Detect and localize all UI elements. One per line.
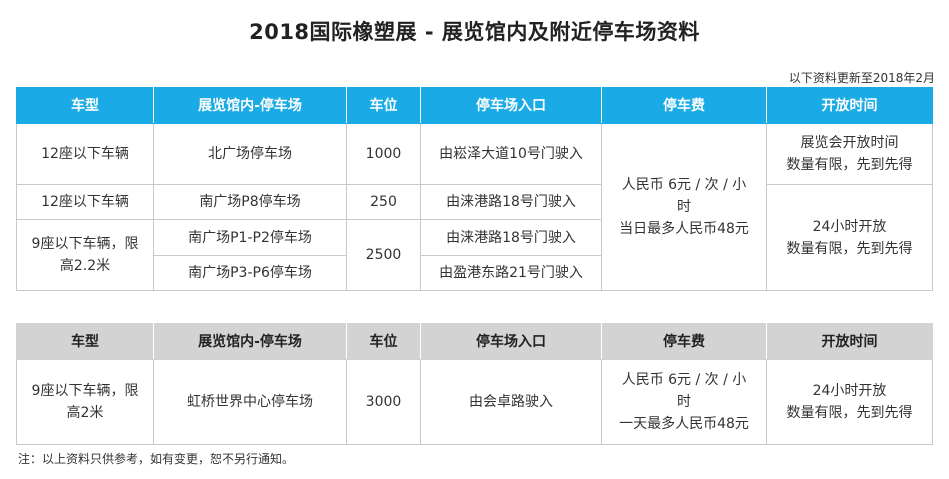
header-fee: 停车费 [601,87,767,124]
header-vehicle-type: 车型 [16,323,154,360]
cell-spaces: 2500 [346,219,421,291]
table-row: 12座以下车辆 南广场P8停车场 250 由涞港路18号门驶入 24小时开放 数… [16,184,933,291]
cell-vehicle-type: 12座以下车辆 [16,184,154,220]
table-header-row: 车型 展览馆内-停车场 车位 停车场入口 停车费 开放时间 [16,87,933,124]
cell-vehicle-type: 12座以下车辆 [16,123,154,185]
header-vehicle-type: 车型 [16,87,154,124]
type-line: 高2.2米 [59,258,111,274]
page-title: 2018国际橡塑展 - 展览馆内及附近停车场资料 [249,20,700,44]
header-spaces: 车位 [346,87,421,124]
cell-hours: 展览会开放时间 数量有限，先到先得 [766,123,933,185]
table-row: 南广场P3-P6停车场 由盈港东路21号门驶入 [17,255,933,291]
type-line: 9座以下车辆，限 [31,383,139,399]
cell-parking-lot: 南广场P3-P6停车场 [153,255,347,291]
table-row: 12座以下车辆 北广场停车场 1000 由崧泽大道10号门驶入 人民币 6元 /… [16,123,933,291]
header-parking-lot: 展览馆内-停车场 [153,87,347,124]
fee-line: 人民币 6元 / 次 / 小 [621,177,747,193]
cell-vehicle-type: 9座以下车辆，限 高2米 [16,359,154,445]
hours-line: 数量有限，先到先得 [786,405,913,421]
cell-parking-lot: 北广场停车场 [153,123,347,185]
cell-vehicle-type: 9座以下车辆，限 高2.2米 [16,219,154,291]
hours-line: 展览会开放时间 [800,135,899,151]
cell-entrance: 由涞港路18号门驶入 [420,184,602,220]
fee-line: 时 [677,199,691,215]
cell-entrance: 由涞港路18号门驶入 [420,219,602,256]
cell-hours: 24小时开放 数量有限，先到先得 [766,184,933,291]
header-parking-lot: 展览馆内-停车场 [153,323,347,360]
parking-table-exhibition: 车型 展览馆内-停车场 车位 停车场入口 停车费 开放时间 12座以下车辆 北广… [16,87,933,291]
cell-fee: 人民币 6元 / 次 / 小 时 当日最多人民币48元 [601,123,767,291]
hours-line: 数量有限，先到先得 [786,157,913,173]
fee-line: 一天最多人民币48元 [619,416,749,432]
header-hours: 开放时间 [766,323,933,360]
cell-spaces: 250 [346,184,421,220]
table-row: 9座以下车辆，限 高2.2米 南广场P1-P2停车场 2500 由涞港路18号门… [16,219,933,291]
cell-entrance: 由崧泽大道10号门驶入 [420,123,602,185]
update-date: 以下资料更新至2018年2月 [788,71,935,85]
fee-line: 时 [677,394,691,410]
fee-line: 人民币 6元 / 次 / 小 [621,372,747,388]
type-line: 9座以下车辆，限 [31,236,139,252]
fee-line: 当日最多人民币48元 [619,221,749,237]
hours-line: 数量有限，先到先得 [786,240,913,257]
disclaimer-note: 注：以上资料只供参考，如有变更，恕不另行通知。 [18,452,295,466]
cell-hours: 24小时开放 数量有限，先到先得 [766,359,933,445]
header-entrance: 停车场入口 [420,87,602,124]
type-line: 高2米 [66,405,104,421]
cell-parking-lot: 南广场P1-P2停车场 [153,219,347,256]
cell-fee: 人民币 6元 / 次 / 小 时 一天最多人民币48元 [601,359,767,445]
hours-line: 24小时开放 [812,383,887,399]
hours-line: 24小时开放 [812,218,887,235]
cell-parking-lot: 南广场P8停车场 [153,184,347,220]
table-header-row: 车型 展览馆内-停车场 车位 停车场入口 停车费 开放时间 [16,323,933,360]
table-row: 9座以下车辆，限 高2米 虹桥世界中心停车场 3000 由会卓路驶入 人民币 6… [16,359,933,445]
parking-table-nearby: 车型 展览馆内-停车场 车位 停车场入口 停车费 开放时间 9座以下车辆，限 高… [16,323,933,445]
header-entrance: 停车场入口 [420,323,602,360]
header-fee: 停车费 [601,323,767,360]
header-hours: 开放时间 [766,87,933,124]
cell-parking-lot: 虹桥世界中心停车场 [153,359,347,445]
cell-spaces: 3000 [346,359,421,445]
cell-spaces: 1000 [346,123,421,185]
cell-entrance: 由盈港东路21号门驶入 [420,255,602,291]
header-spaces: 车位 [346,323,421,360]
cell-entrance: 由会卓路驶入 [420,359,602,445]
